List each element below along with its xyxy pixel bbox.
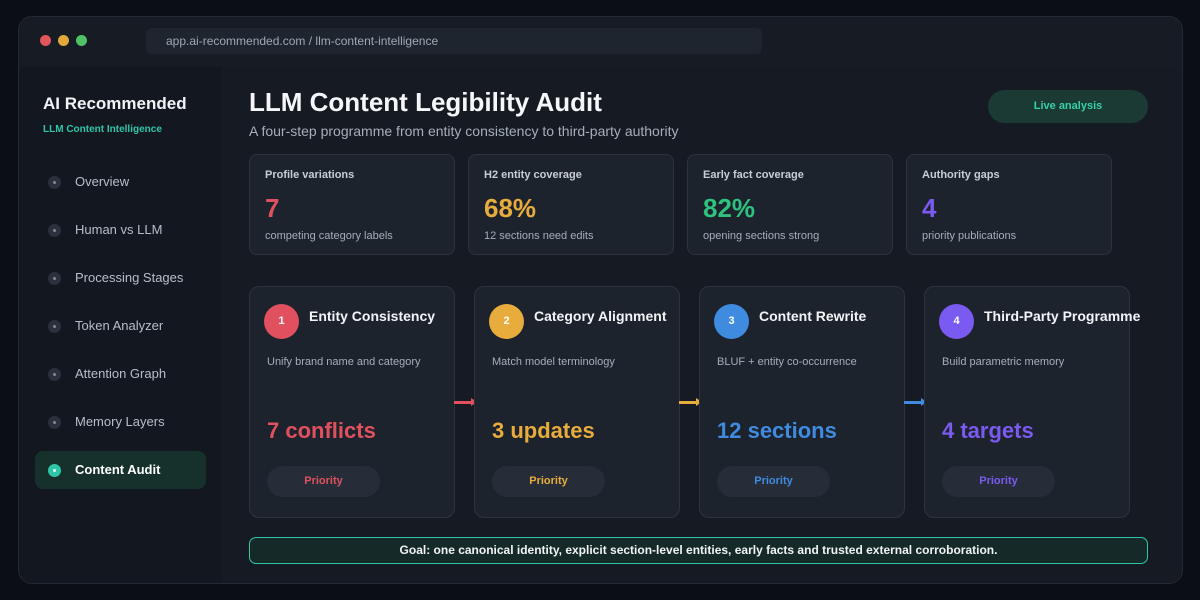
arrow-right-icon [679, 398, 702, 406]
step-description: Match model terminology [492, 356, 615, 368]
step-number-badge: 1 [264, 304, 299, 339]
sidebar-item-label: Token Analyzer [75, 318, 164, 333]
sidebar-item-memory-layers[interactable]: Memory Layers [35, 403, 206, 441]
main-content: LLM Content Legibility Audit A four-step… [221, 67, 1182, 583]
stat-card-authority-gaps: Authority gaps 4 priority publications [906, 154, 1112, 255]
bullet-icon [48, 272, 61, 285]
step-title: Entity Consistency [309, 308, 436, 324]
sidebar-item-label: Attention Graph [75, 366, 167, 381]
stat-note: opening sections strong [703, 230, 820, 242]
sidebar-item-attention-graph[interactable]: Attention Graph [35, 355, 206, 393]
step-title: Category Alignment [534, 308, 667, 324]
sidebar-item-content-audit[interactable]: Content Audit [35, 451, 206, 489]
stat-label: Authority gaps [922, 169, 1000, 181]
stat-card-h2-entity-coverage: H2 entity coverage 68% 12 sections need … [468, 154, 674, 255]
page-subtitle: A four-step programme from entity consis… [249, 123, 679, 139]
close-window-button[interactable] [40, 35, 51, 46]
bullet-icon [48, 368, 61, 381]
brand-subtitle: LLM Content Intelligence [43, 124, 162, 135]
sidebar-item-token-analyzer[interactable]: Token Analyzer [35, 307, 206, 345]
stat-note: priority publications [922, 230, 1017, 242]
step-card-entity-consistency: 1 Entity Consistency Unify brand name an… [249, 286, 455, 518]
priority-button[interactable]: Priority [267, 466, 380, 497]
priority-button[interactable]: Priority [942, 466, 1055, 497]
step-card-content-rewrite: 3 Content Rewrite BLUF + entity co-occur… [699, 286, 905, 518]
stat-card-early-fact-coverage: Early fact coverage 82% opening sections… [687, 154, 893, 255]
sidebar-item-human-vs-llm[interactable]: Human vs LLM [35, 211, 206, 249]
stat-note: competing category labels [265, 230, 393, 242]
arrow-right-icon [454, 398, 477, 406]
stat-value: 4 [922, 193, 937, 223]
stat-label: Early fact coverage [703, 169, 804, 181]
step-number-badge: 4 [939, 304, 974, 339]
sidebar-item-overview[interactable]: Overview [35, 163, 206, 201]
address-bar[interactable]: app.ai-recommended.com / llm-content-int… [146, 28, 762, 54]
page-title: LLM Content Legibility Audit [249, 87, 602, 117]
app-window: app.ai-recommended.com / llm-content-int… [18, 16, 1183, 584]
live-analysis-button[interactable]: Live analysis [988, 90, 1148, 123]
sidebar-item-label: Memory Layers [75, 414, 165, 429]
step-number-badge: 3 [714, 304, 749, 339]
bullet-icon [48, 176, 61, 189]
sidebar-item-label: Content Audit [75, 462, 161, 477]
bullet-icon [48, 464, 61, 477]
step-metric: 4 targets [942, 418, 1034, 443]
step-description: Build parametric memory [942, 356, 1065, 368]
priority-button[interactable]: Priority [717, 466, 830, 497]
title-bar: app.ai-recommended.com / llm-content-int… [19, 17, 1182, 67]
stat-value: 82% [703, 193, 756, 223]
bullet-icon [48, 416, 61, 429]
stat-value: 7 [265, 193, 280, 223]
sidebar-item-label: Overview [75, 174, 130, 189]
minimize-window-button[interactable] [58, 35, 69, 46]
goal-banner: Goal: one canonical identity, explicit s… [249, 537, 1148, 564]
bullet-icon [48, 320, 61, 333]
priority-button[interactable]: Priority [492, 466, 605, 497]
stat-note: 12 sections need edits [484, 230, 594, 242]
step-metric: 7 conflicts [267, 418, 376, 443]
step-title: Third-Party Programme [984, 308, 1141, 324]
step-description: BLUF + entity co-occurrence [717, 356, 857, 368]
maximize-window-button[interactable] [76, 35, 87, 46]
stat-value: 68% [484, 193, 537, 223]
stat-label: Profile variations [265, 169, 355, 181]
step-title: Content Rewrite [759, 308, 867, 324]
step-metric: 12 sections [717, 418, 837, 443]
stat-card-profile-variations: Profile variations 7 competing category … [249, 154, 455, 255]
sidebar-item-label: Processing Stages [75, 270, 184, 285]
sidebar-item-processing-stages[interactable]: Processing Stages [35, 259, 206, 297]
sidebar-item-label: Human vs LLM [75, 222, 163, 237]
brand-name: AI Recommended [43, 94, 187, 113]
stat-label: H2 entity coverage [484, 169, 582, 181]
step-number-badge: 2 [489, 304, 524, 339]
sidebar: AI Recommended LLM Content Intelligence … [19, 67, 221, 583]
step-card-category-alignment: 2 Category Alignment Match model termino… [474, 286, 680, 518]
arrow-right-icon [904, 398, 927, 406]
step-card-third-party-programme: 4 Third-Party Programme Build parametric… [924, 286, 1140, 518]
step-description: Unify brand name and category [267, 356, 421, 368]
bullet-icon [48, 224, 61, 237]
step-metric: 3 updates [492, 418, 595, 443]
